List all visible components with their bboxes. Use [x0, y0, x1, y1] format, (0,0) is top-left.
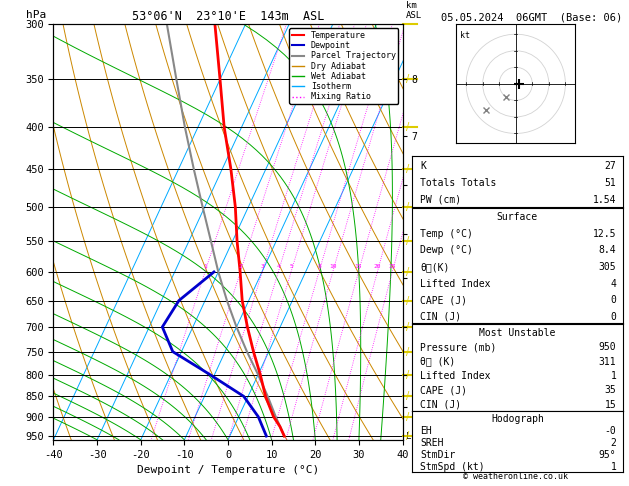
Text: 35: 35 — [604, 385, 616, 396]
Text: Dewp (°C): Dewp (°C) — [420, 245, 473, 256]
Text: Temp (°C): Temp (°C) — [420, 229, 473, 239]
Text: /: / — [406, 412, 409, 422]
Text: 1: 1 — [611, 371, 616, 381]
Text: StmSpd (kt): StmSpd (kt) — [420, 463, 485, 472]
Text: Most Unstable: Most Unstable — [479, 328, 555, 338]
Text: 4: 4 — [611, 278, 616, 289]
Text: 1.54: 1.54 — [593, 195, 616, 205]
Text: Surface: Surface — [497, 212, 538, 223]
Text: © weatheronline.co.uk: © weatheronline.co.uk — [464, 472, 568, 481]
Text: 311: 311 — [599, 357, 616, 366]
Text: 2: 2 — [611, 438, 616, 448]
Text: CIN (J): CIN (J) — [420, 400, 462, 410]
Text: /: / — [406, 322, 409, 332]
Text: LCL: LCL — [406, 432, 422, 441]
Text: Lifted Index: Lifted Index — [420, 278, 491, 289]
Text: 95°: 95° — [599, 450, 616, 460]
Text: 1: 1 — [611, 463, 616, 472]
Text: 8: 8 — [317, 264, 321, 269]
Text: 0: 0 — [611, 295, 616, 305]
Text: 05.05.2024  06GMT  (Base: 06): 05.05.2024 06GMT (Base: 06) — [441, 12, 622, 22]
Text: EH: EH — [420, 426, 432, 436]
Y-axis label: Mixing Ratio (g/kg): Mixing Ratio (g/kg) — [420, 176, 430, 288]
Text: /: / — [406, 267, 409, 277]
Text: /: / — [406, 122, 409, 132]
Text: θᴇ (K): θᴇ (K) — [420, 357, 455, 366]
Text: /: / — [406, 347, 409, 357]
Text: -0: -0 — [604, 426, 616, 436]
Text: θᴇ(K): θᴇ(K) — [420, 262, 450, 272]
Text: 20: 20 — [374, 264, 381, 269]
Title: 53°06'N  23°10'E  143m  ASL: 53°06'N 23°10'E 143m ASL — [132, 10, 324, 23]
Text: 12.5: 12.5 — [593, 229, 616, 239]
Text: 25: 25 — [389, 264, 396, 269]
Legend: Temperature, Dewpoint, Parcel Trajectory, Dry Adiabat, Wet Adiabat, Isotherm, Mi: Temperature, Dewpoint, Parcel Trajectory… — [289, 29, 398, 104]
Text: 15: 15 — [604, 400, 616, 410]
Text: 1: 1 — [203, 264, 207, 269]
Text: hPa: hPa — [26, 10, 46, 20]
Text: CIN (J): CIN (J) — [420, 312, 462, 322]
Text: PW (cm): PW (cm) — [420, 195, 462, 205]
Text: /: / — [406, 74, 409, 85]
Text: kt: kt — [460, 31, 470, 40]
Text: CAPE (J): CAPE (J) — [420, 295, 467, 305]
Text: 2: 2 — [238, 264, 242, 269]
Text: /: / — [406, 370, 409, 380]
Text: 51: 51 — [604, 178, 616, 188]
Text: 5: 5 — [289, 264, 293, 269]
Text: 15: 15 — [355, 264, 362, 269]
Text: Pressure (mb): Pressure (mb) — [420, 342, 497, 352]
Text: /: / — [406, 431, 409, 441]
Text: 305: 305 — [599, 262, 616, 272]
Text: 3: 3 — [260, 264, 264, 269]
Text: /: / — [406, 236, 409, 246]
Text: 950: 950 — [599, 342, 616, 352]
Text: Lifted Index: Lifted Index — [420, 371, 491, 381]
Text: StmDir: StmDir — [420, 450, 455, 460]
Text: Hodograph: Hodograph — [491, 414, 544, 423]
Text: CAPE (J): CAPE (J) — [420, 385, 467, 396]
Text: /: / — [406, 202, 409, 212]
X-axis label: Dewpoint / Temperature (°C): Dewpoint / Temperature (°C) — [137, 465, 319, 475]
Text: 8.4: 8.4 — [599, 245, 616, 256]
Text: SREH: SREH — [420, 438, 444, 448]
Text: 27: 27 — [604, 161, 616, 171]
Text: 0: 0 — [611, 312, 616, 322]
Text: km
ASL: km ASL — [406, 1, 422, 20]
Text: /: / — [406, 164, 409, 174]
Text: Totals Totals: Totals Totals — [420, 178, 497, 188]
Text: /: / — [406, 391, 409, 401]
Text: K: K — [420, 161, 426, 171]
Text: 10: 10 — [329, 264, 337, 269]
Text: 4: 4 — [276, 264, 280, 269]
Text: /: / — [406, 295, 409, 306]
